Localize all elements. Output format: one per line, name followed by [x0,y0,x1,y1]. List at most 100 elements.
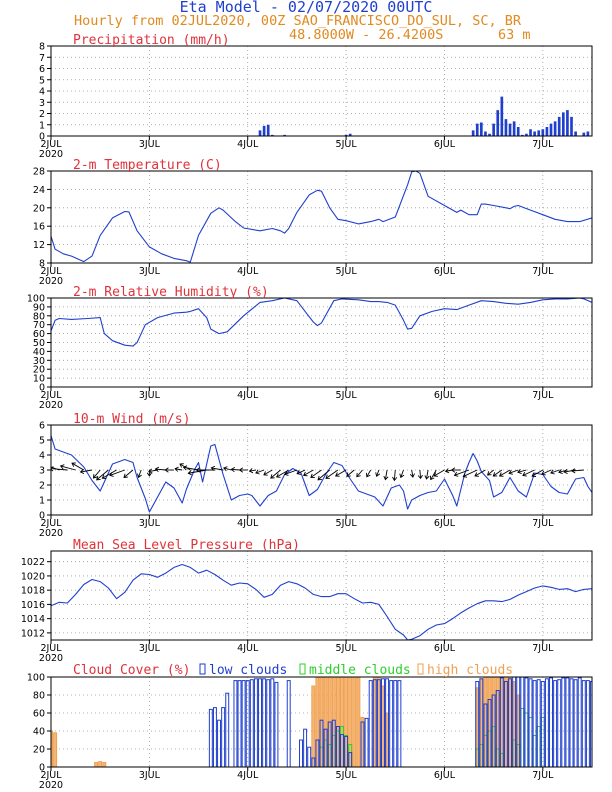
cloud-xtick-label: 3JUL [139,770,161,781]
cloud-low-bar [221,707,226,767]
cloud-low-bar [585,680,590,767]
wind-arrow-head [450,467,456,473]
cloud-low-bar [532,680,537,767]
precip-bar [586,131,590,136]
wind-xtick-label: 6JUL [434,518,456,529]
cloud-xtick-label: 2JUL [40,770,62,781]
cloud-low-bar [307,746,312,767]
temp-xtick-label: 2JUL [40,266,62,277]
cloud-low-bar [303,728,308,767]
cloud-legend: low clouds middle clouds high clouds [199,663,513,678]
wind-arrow-head [517,469,522,475]
wind-arrow-head [59,464,65,470]
wind-arrow-head [383,475,389,481]
cloud-low-bar [364,717,369,767]
legend-mid-label: middle clouds [309,663,411,678]
temp-xtick-label: 6JUL [434,266,456,277]
cloud-low-bar [360,721,365,767]
wind-title: 10-m Wind (m/s) [73,412,190,427]
wind-arrow [499,469,511,477]
wind-arrow [183,466,199,471]
legend-low-swatch [199,663,206,675]
wind-arrow [564,469,576,473]
cloud-ytick-label: 60 [33,709,45,720]
wind-arrow-head [531,472,537,477]
wind-arrow [517,469,527,473]
wind-arrow-head [433,472,438,477]
wind-ytick-label: 6 [39,421,45,432]
mslp-ytick-label: 1012 [21,628,45,639]
wind-arrow [296,469,306,475]
wind-arrow-head [146,472,152,477]
wind-arrow-head [276,473,281,478]
rh-ytick-label: 10 [33,374,45,385]
cloud-low-bar [512,677,517,767]
rh-xtick-label: 2JUL [40,390,62,401]
mslp-xtick-label: 5JUL [336,643,358,654]
rh-xtick-label: 7JUL [532,390,554,401]
precip-bar [484,131,487,136]
wind-arrow-head [462,472,468,478]
legend-high-swatch [417,663,424,675]
precip-bar [553,121,557,136]
precip-ytick-label: 2 [39,109,45,120]
wind-arrow [400,469,404,478]
precip-bar [266,124,270,136]
wind-xtick-label: 2JUL [40,518,62,529]
cloud-low-bar [372,679,377,767]
wind-arrow-head [71,462,76,467]
precip-ytick-label: 6 [39,64,45,75]
precip-bar [348,133,352,136]
cloud-low-bar [225,692,230,767]
precip-bar [480,122,483,136]
precip-xtick-label: 3JUL [139,139,161,150]
wind-frame [50,424,593,516]
wind-arrow-head [399,473,405,479]
precip-bar [561,112,565,136]
wind-ytick-label: 5 [39,436,45,447]
cloud-high-bar [51,730,53,767]
precip-ytick-label: 7 [39,53,45,64]
rh-title: 2-m Relative Humidity (%) [73,285,269,300]
cloud-high-bar [356,677,361,767]
cloud-low-bar [212,707,217,767]
precip-bar [475,123,479,136]
rh-ytick-label: 30 [33,356,45,367]
wind-arrow [508,469,519,474]
wind-arrow-head [498,472,504,477]
wind-arrow [71,462,85,471]
wind-arrow [411,469,414,478]
wind-arrow-head [550,469,555,475]
precip-year-label: 2020 [39,149,63,160]
mslp-panel: 1012 1014 1016 1018 1020 1022 2JUL 3JUL 4JUL 5JUL… [21,538,593,664]
cloud-panel: 0 20 40 60 80 100 2JUL 3JUL 4JUL 5JUL 6JUL 7JUL 2020… [27,663,593,791]
rh-ytick-label: 0 [39,383,45,394]
wind-arrow-head [296,470,302,475]
wind-arrow-head [51,466,54,472]
cloud-low-bar [495,690,500,767]
cloud-low-bar [323,728,328,767]
cloud-low-bar [262,678,267,767]
wind-arrow-head [248,468,254,474]
wind-ytick-label: 0 [39,511,45,522]
wind-arrow-head [270,474,275,479]
wind-arrow-head [148,468,153,474]
precip-frame [50,45,593,137]
cloud-ytick-label: 0 [39,763,45,774]
cloud-low-bar [577,677,582,767]
cloud-high-bar [340,677,344,767]
cloud-low-bar [524,677,529,767]
cloud-low-bar [565,677,570,767]
wind-arrow-head [508,469,513,475]
cloud-low-bar [258,678,262,767]
temp-xtick-label: 4JUL [237,266,259,277]
temp-frame [50,170,593,264]
cloud-high-bar [311,685,316,767]
wind-arrow-head [96,475,101,481]
cloud-low-bar [549,677,553,767]
cloud-high-bar [323,677,328,767]
precip-bar [508,123,512,136]
cloud-low-bar [483,703,488,767]
